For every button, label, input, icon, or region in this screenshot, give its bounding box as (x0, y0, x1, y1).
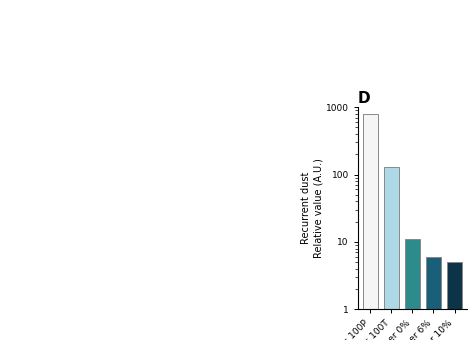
Bar (426, 257, 441, 340)
Bar (384, 167, 399, 340)
Text: D: D (358, 91, 371, 106)
Bar (363, 114, 378, 340)
Bar (447, 262, 462, 340)
Y-axis label: Recurrent dust
Relative value (A.U.): Recurrent dust Relative value (A.U.) (301, 158, 323, 258)
Bar (405, 239, 420, 340)
